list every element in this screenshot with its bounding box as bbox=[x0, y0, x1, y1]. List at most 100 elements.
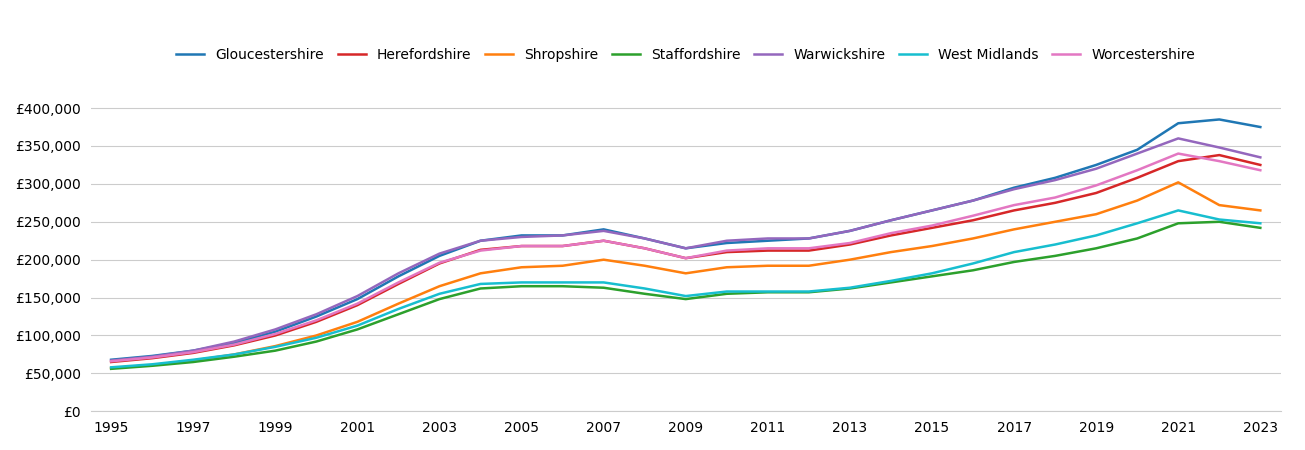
Gloucestershire bbox=[472, 238, 488, 243]
Warwickshire bbox=[1211, 145, 1227, 150]
Shropshire bbox=[1006, 227, 1022, 232]
Warwickshire bbox=[472, 238, 488, 243]
Gloucestershire bbox=[555, 233, 570, 238]
Gloucestershire bbox=[432, 253, 448, 259]
Worcestershire bbox=[185, 350, 201, 355]
Shropshire bbox=[760, 263, 775, 269]
Warwickshire bbox=[1253, 155, 1268, 160]
Shropshire bbox=[677, 270, 693, 276]
Staffordshire bbox=[637, 291, 652, 297]
Worcestershire bbox=[1253, 167, 1268, 173]
Warwickshire bbox=[719, 238, 735, 243]
Herefordshire bbox=[227, 342, 243, 348]
Shropshire bbox=[1253, 208, 1268, 213]
West Midlands bbox=[719, 289, 735, 294]
West Midlands bbox=[555, 280, 570, 285]
Shropshire bbox=[308, 333, 324, 338]
Herefordshire bbox=[472, 247, 488, 252]
Shropshire bbox=[924, 243, 940, 249]
Gloucestershire bbox=[801, 236, 817, 241]
Shropshire bbox=[1129, 198, 1144, 203]
Line: Herefordshire: Herefordshire bbox=[111, 155, 1261, 362]
Staffordshire bbox=[1171, 220, 1186, 226]
Shropshire bbox=[268, 343, 283, 349]
Worcestershire bbox=[637, 246, 652, 251]
Worcestershire bbox=[966, 213, 981, 218]
Herefordshire bbox=[801, 248, 817, 253]
Staffordshire bbox=[677, 297, 693, 302]
Staffordshire bbox=[514, 284, 530, 289]
Warwickshire bbox=[924, 208, 940, 213]
Staffordshire bbox=[350, 327, 365, 332]
West Midlands bbox=[103, 364, 119, 370]
Herefordshire bbox=[145, 356, 161, 361]
Gloucestershire bbox=[883, 217, 899, 223]
Shropshire bbox=[842, 257, 857, 262]
Gloucestershire bbox=[1129, 147, 1144, 153]
West Midlands bbox=[883, 278, 899, 284]
Worcestershire bbox=[1171, 151, 1186, 156]
Shropshire bbox=[596, 257, 612, 262]
West Midlands bbox=[842, 285, 857, 290]
Gloucestershire bbox=[966, 198, 981, 203]
Worcestershire bbox=[555, 243, 570, 249]
Staffordshire bbox=[1253, 225, 1268, 230]
West Midlands bbox=[966, 261, 981, 266]
Worcestershire bbox=[719, 248, 735, 253]
Worcestershire bbox=[760, 246, 775, 251]
Herefordshire bbox=[268, 333, 283, 338]
Gloucestershire bbox=[268, 329, 283, 334]
Herefordshire bbox=[677, 256, 693, 261]
West Midlands bbox=[185, 357, 201, 362]
Shropshire bbox=[514, 265, 530, 270]
West Midlands bbox=[1171, 208, 1186, 213]
Shropshire bbox=[966, 236, 981, 241]
Shropshire bbox=[883, 249, 899, 255]
Gloucestershire bbox=[514, 233, 530, 238]
Warwickshire bbox=[677, 246, 693, 251]
West Midlands bbox=[1129, 220, 1144, 226]
Staffordshire bbox=[801, 289, 817, 295]
Herefordshire bbox=[883, 233, 899, 238]
Staffordshire bbox=[1048, 253, 1064, 259]
Staffordshire bbox=[760, 289, 775, 295]
Warwickshire bbox=[637, 236, 652, 241]
Warwickshire bbox=[227, 339, 243, 344]
Warwickshire bbox=[1048, 177, 1064, 183]
West Midlands bbox=[268, 344, 283, 350]
Shropshire bbox=[227, 352, 243, 357]
Staffordshire bbox=[1211, 219, 1227, 225]
Warwickshire bbox=[1171, 136, 1186, 141]
West Midlands bbox=[308, 335, 324, 341]
Warwickshire bbox=[432, 251, 448, 256]
Shropshire bbox=[472, 270, 488, 276]
Staffordshire bbox=[432, 297, 448, 302]
Shropshire bbox=[719, 265, 735, 270]
Gloucestershire bbox=[924, 208, 940, 213]
Warwickshire bbox=[842, 228, 857, 234]
Staffordshire bbox=[227, 354, 243, 360]
Gloucestershire bbox=[185, 348, 201, 353]
Warwickshire bbox=[390, 270, 406, 276]
West Midlands bbox=[432, 291, 448, 297]
Gloucestershire bbox=[677, 246, 693, 251]
Staffordshire bbox=[596, 285, 612, 290]
Herefordshire bbox=[185, 350, 201, 356]
Shropshire bbox=[350, 319, 365, 324]
Warwickshire bbox=[555, 233, 570, 238]
West Midlands bbox=[390, 306, 406, 312]
Worcestershire bbox=[677, 256, 693, 261]
Staffordshire bbox=[719, 291, 735, 297]
Herefordshire bbox=[760, 248, 775, 253]
Herefordshire bbox=[637, 246, 652, 251]
Shropshire bbox=[1048, 219, 1064, 225]
Worcestershire bbox=[227, 342, 243, 347]
Herefordshire bbox=[1129, 175, 1144, 180]
Worcestershire bbox=[145, 355, 161, 360]
Worcestershire bbox=[390, 280, 406, 285]
Staffordshire bbox=[1088, 246, 1104, 251]
West Midlands bbox=[514, 280, 530, 285]
West Midlands bbox=[227, 352, 243, 357]
Warwickshire bbox=[801, 236, 817, 241]
Worcestershire bbox=[801, 246, 817, 251]
